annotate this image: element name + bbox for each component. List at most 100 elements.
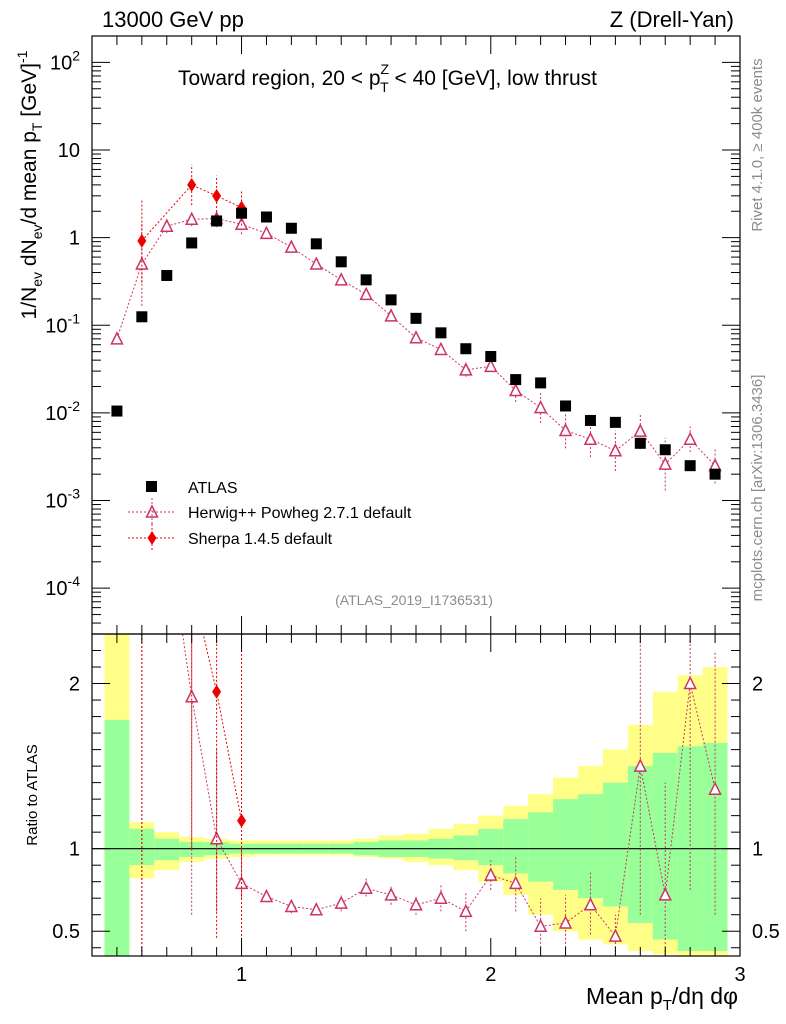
atlas-point: [385, 294, 397, 306]
ratio-band-inner: [602, 782, 628, 907]
herwig-point: [558, 422, 573, 437]
sherpa-point: [212, 188, 222, 203]
herwig-point: [608, 443, 623, 457]
ratio-series-layer: [141, 577, 722, 956]
axes-layer: 1 2 3 10-4 10-3 10-2 10-1 1 10 102 0.5 0.5 1 1 2 2: [45, 35, 780, 986]
herwig-ratio-point: [334, 895, 348, 909]
main-ylabel: 1/Nev dNev/d mean pT [GeV]-1: [14, 50, 45, 319]
herwig-ratio-point: [459, 903, 473, 918]
ratio-y-tick-label-right: 1: [752, 839, 763, 861]
herwig-point: [334, 272, 348, 286]
herwig-point: [384, 308, 398, 322]
legend: ATLAS Herwig++ Powheg 2.7.1 default Sher…: [128, 480, 412, 552]
herwig-ratio-line: [182, 634, 716, 938]
atlas-point: [236, 207, 248, 219]
x-tick-label: 3: [734, 964, 745, 986]
ratio-y-tick-label-left: 1: [69, 839, 80, 861]
atlas-point: [161, 269, 173, 281]
plot-title-sup: Z: [381, 61, 390, 77]
ratio-band-inner: [478, 828, 504, 866]
herwig-point: [434, 341, 448, 356]
herwig-ratio-point: [409, 897, 423, 911]
herwig-ratio-point: [633, 758, 648, 772]
herwig-ratio-point: [284, 898, 299, 913]
herwig-point: [459, 362, 473, 376]
mcplots-label: mcplots.cern.ch [arXiv:1306.3436]: [749, 375, 766, 602]
herwig-point: [284, 239, 299, 253]
herwig-point: [484, 358, 498, 373]
ratio-band-inner: [578, 794, 603, 899]
herwig-point: [160, 218, 174, 232]
atlas-point: [335, 256, 347, 268]
ratio-band-inner: [503, 818, 529, 874]
ratio-ylabel: Ratio to ATLAS: [24, 744, 41, 845]
atlas-point: [609, 416, 621, 428]
ratio-band-inner: [453, 835, 479, 861]
atlas-point: [260, 211, 272, 223]
herwig-point: [409, 330, 423, 344]
herwig-ratio-point: [434, 890, 448, 904]
ratio-y-tick-label-left: 2: [69, 674, 80, 696]
ratio-band-inner: [154, 838, 180, 861]
legend-label-atlas: ATLAS: [188, 480, 238, 497]
ratio-y-tick-label-right: 2: [752, 674, 763, 696]
herwig-point: [683, 431, 697, 446]
analysis-label: (ATLAS_2019_I1736531): [335, 592, 493, 608]
rivet-label: Rivet 4.1.0, ≥ 400k events: [749, 58, 766, 231]
legend-marker-atlas: [146, 481, 157, 492]
header-left: 13000 GeV pp: [102, 7, 244, 32]
herwig-point: [583, 431, 598, 446]
atlas-point: [111, 405, 123, 417]
sherpa-ratio-point: [187, 577, 196, 591]
y-tick-label: 102: [50, 47, 80, 74]
atlas-point: [535, 377, 547, 389]
sherpa-ratio-point: [237, 813, 247, 828]
atlas-point: [435, 327, 447, 339]
x-tick-label: 1: [236, 964, 247, 986]
plot-title-post: < 40 [GeV], low thrust: [389, 67, 598, 90]
atlas-point: [485, 351, 497, 363]
herwig-ratio-point: [533, 918, 548, 933]
herwig-ratio-point: [209, 831, 224, 845]
herwig-point: [259, 225, 274, 240]
ratio-bands-layer: [92, 634, 740, 956]
main-series-layer: [110, 164, 722, 491]
herwig-ratio-point: [583, 897, 598, 911]
herwig-ratio-point: [384, 887, 398, 901]
legend-label-herwig: Herwig++ Powheg 2.7.1 default: [188, 505, 412, 522]
atlas-point: [709, 468, 721, 480]
atlas-point: [310, 238, 322, 250]
header-right: Z (Drell-Yan): [610, 7, 734, 32]
plot-title-sub: T: [380, 79, 389, 95]
herwig-ratio-point: [608, 928, 623, 942]
atlas-point: [410, 312, 422, 324]
atlas-point: [659, 444, 671, 456]
ratio-band-inner: [104, 719, 130, 956]
ratio-band-inner: [553, 799, 578, 890]
legend-marker-sherpa: [147, 531, 157, 545]
herwig-ratio-point: [708, 781, 722, 795]
atlas-point: [211, 215, 223, 227]
herwig-ratio-point: [508, 875, 523, 890]
herwig-ratio-point: [309, 902, 324, 916]
atlas-point: [510, 374, 522, 386]
atlas-point: [460, 343, 472, 355]
plot-title: Toward region, 20 < pZ T < 40 [GeV], low …: [178, 61, 597, 95]
plot-title-pre: Toward region, 20 < p: [178, 67, 381, 90]
herwig-point: [508, 382, 523, 397]
x-tick-label: 2: [485, 964, 496, 986]
sherpa-line: [141, 184, 242, 242]
herwig-point: [633, 423, 648, 437]
herwig-point: [184, 211, 199, 226]
x-axis-label: Mean pT/dη dφ: [586, 983, 738, 1014]
atlas-point: [360, 274, 372, 286]
ratio-y-tick-label-left: 0.5: [52, 921, 80, 943]
sherpa-ratio-point: [212, 684, 222, 699]
y-tick-label: 10: [58, 140, 80, 162]
atlas-point: [285, 222, 297, 234]
herwig-point: [135, 256, 149, 270]
y-tick-label: 10-2: [45, 398, 80, 425]
herwig-ratio-point: [259, 888, 274, 903]
sherpa-ratio-line: [202, 634, 243, 821]
